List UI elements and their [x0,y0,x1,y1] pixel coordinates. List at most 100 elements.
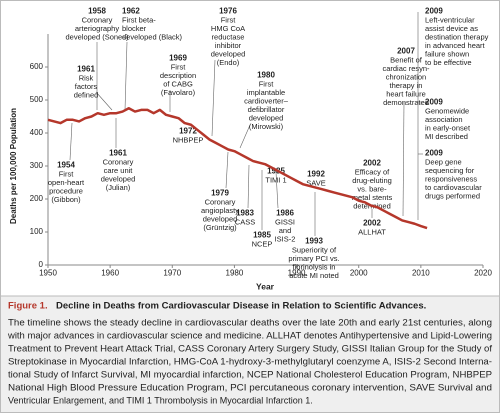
annotation-text: in early-onset [425,124,471,133]
annotation-year: 1976 [219,7,237,16]
y-tick-label: 100 [30,227,44,236]
annotation-text: demonstrated [383,98,429,107]
caption-box [1,296,499,412]
annotation-leader [275,171,279,209]
caption-text: tional Study of Infarct Survival, MI myo… [8,369,492,379]
y-tick-label: 200 [30,194,44,203]
annotation-text: (Favolaro) [161,88,196,97]
annotation-text: Risk [79,74,94,83]
x-tick-label: 2010 [412,269,430,278]
annotation-text: Coronary [103,158,134,167]
annotation-year: 2002 [363,219,381,228]
annotation-text: failure shown [425,50,469,59]
annotation-year: 2009 [425,149,443,158]
annotation-year: 1972 [179,127,197,136]
annotation-text: arteriography [75,24,119,33]
y-tick-label: 500 [30,95,44,104]
annotation-year: 2007 [397,47,415,56]
annotation-year: 2002 [363,159,381,168]
annotation-year: 1958 [88,7,106,16]
annotation-text: drug-eluting [352,176,392,185]
caption-label: Figure 1. [8,300,48,311]
annotation-text: ALLHAT [358,228,386,237]
x-tick-label: 1990 [288,269,306,278]
annotation-text: vs. bare- [357,185,387,194]
caption-text: Streptokinase in Myocardial Infarction, … [8,356,492,366]
annotation-text: GISSI [275,218,295,227]
annotation-leader [247,164,250,209]
annotation-leader [239,124,251,149]
annotation-text: First [59,170,74,179]
caption-text: National High Blood Pressure Education P… [8,382,492,392]
annotation-year: 2009 [425,7,443,16]
annotation-text: drugs performed [425,192,480,201]
y-tick-label: 400 [30,128,44,137]
annotation-text: (Endo) [217,58,240,67]
y-tick-label: 0 [39,260,44,269]
annotation-text: fibrinolysis in [293,263,336,272]
annotation-text: (Julian) [106,183,131,192]
annotation-text: implantable [247,88,285,97]
annotation-text: (Grüntzig) [203,223,237,232]
annotation-text: to be effective [425,58,472,67]
annotation-text: and [279,226,292,235]
annotation-text: Deep gene [425,158,462,167]
annotation-leader [95,91,113,111]
y-tick-label: 600 [30,62,44,71]
annotation-text: TIMI 1 [265,176,286,185]
annotation-text: open-heart [48,178,85,187]
annotation-text: Left-ventricular [425,16,475,25]
annotation-year: 1983 [236,209,254,218]
annotation-text: NCEP [252,240,273,249]
annotation-year: 1986 [276,209,294,218]
x-tick-label: 1950 [39,269,57,278]
annotation-text: defined [74,91,99,100]
caption-text: Treatment to Prevent Heart Attack Trial,… [8,343,493,353]
annotation-text: developed [211,50,246,59]
annotation-text: SAVE [306,179,325,188]
annotation-text: developed [249,114,284,123]
annotation-text: acute MI noted [289,271,339,280]
annotation-text: care unit [104,166,134,175]
annotation-text: cardioverter– [244,97,289,106]
annotation-year: 1962 [122,7,140,16]
annotation-year: 1979 [211,189,229,198]
annotation-text: inhibitor [215,41,242,50]
annotation-text: developed [203,215,238,224]
annotation-text: angioplasty [201,206,239,215]
annotation-text: Benefit of [390,56,423,65]
x-tick-label: 1980 [226,269,244,278]
annotation-text: Coronary [205,198,236,207]
annotation-year: 1969 [169,54,187,63]
annotation-text: MI described [425,132,468,141]
annotation-text: defibrillator [248,105,285,114]
annotation-text: chronization [386,73,426,82]
x-tick-label: 1970 [163,269,181,278]
annotation-leader [211,59,216,137]
annotation-text: cardiac resyn- [382,64,430,73]
annotation-text: blocker [122,24,147,33]
y-axis-label: Deaths per 100,000 Population [9,108,18,224]
annotation-text: First [259,80,274,89]
annotation-text: Coronary [82,16,113,25]
annotation-text: association [425,115,463,124]
annotation-text: Superiority of [292,246,337,255]
annotation-text: therapy in [390,81,423,90]
annotation-text: (Gibbon) [51,195,81,204]
annotation-text: (Mirowski) [249,122,284,131]
x-tick-label: 1960 [101,269,119,278]
annotation-text: developed (Sones) [66,33,129,42]
annotation-text: responsiveness [425,175,477,184]
annotation-text: description [160,71,196,80]
annotation-text: sequencing for [425,166,475,175]
annotation-text: destination therapy [425,33,489,42]
annotation-year: 2009 [425,98,443,107]
annotation-text: NHBPEP [173,136,204,145]
annotation-text: to cardiovascular [425,183,482,192]
annotation-year: 1954 [57,161,75,170]
annotation-text: First [171,63,186,72]
caption-text: with major advances in cardiovascular sc… [7,330,492,340]
annotation-year: 1985 [253,231,271,240]
annotation-text: heart failure [386,90,426,99]
